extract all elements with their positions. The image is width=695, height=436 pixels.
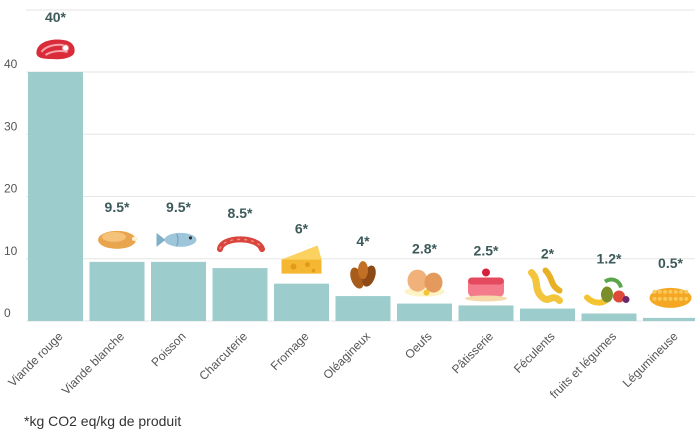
food-icons — [36, 39, 692, 308]
category-label: Poisson — [149, 329, 189, 369]
chicken-icon — [98, 230, 138, 249]
lentils-icon — [649, 287, 692, 308]
y-axis: 0 10 20 30 40 — [4, 57, 18, 320]
bar — [274, 283, 329, 321]
pasta-icon — [528, 267, 563, 305]
category-label: Viande rouge — [5, 329, 65, 389]
value-label: 9.5* — [105, 199, 130, 215]
category-label: Charcuterie — [196, 329, 250, 383]
category-label: Oeufs — [402, 329, 435, 362]
bar — [581, 313, 637, 321]
bar — [643, 317, 695, 321]
value-label: 0.5* — [658, 255, 683, 271]
value-label: 1.2* — [597, 251, 622, 267]
fruits-vegetables-icon — [584, 277, 630, 306]
value-label: 4* — [356, 233, 370, 249]
bars — [28, 72, 695, 321]
value-label: 8.5* — [228, 205, 253, 221]
category-label: Pâtisserie — [449, 329, 496, 376]
category-label: Légumineuse — [620, 329, 681, 390]
value-label: 40* — [45, 9, 67, 25]
y-tick-label: 40 — [4, 57, 18, 71]
value-labels: 40* 9.5* 9.5* 8.5* 6* 4* 2.8* 2.5* 2* 1.2* 0.5* — [45, 9, 684, 271]
category-label: fruits et légumes — [547, 329, 619, 401]
category-label: Féculents — [511, 329, 558, 376]
nuts-icon — [350, 261, 376, 289]
bar — [212, 268, 268, 321]
value-label: 9.5* — [166, 199, 191, 215]
value-label: 2.8* — [412, 241, 437, 257]
y-tick-label: 10 — [4, 244, 18, 258]
bar — [89, 261, 145, 321]
y-tick-label: 30 — [4, 119, 18, 133]
eggs-icon — [404, 269, 445, 297]
value-label: 2* — [541, 246, 555, 262]
bar — [458, 305, 514, 321]
fish-icon — [156, 232, 197, 247]
bar — [520, 308, 575, 321]
cheese-icon — [281, 245, 322, 274]
cake-icon — [465, 268, 507, 302]
bar — [397, 303, 452, 321]
category-label: Fromage — [268, 329, 312, 373]
value-label: 6* — [295, 221, 309, 237]
bar — [335, 296, 391, 321]
steak-icon — [36, 39, 75, 60]
category-label: Oléagineux — [320, 329, 373, 382]
bar — [28, 72, 83, 321]
footnote: *kg CO2 eq/kg de produit — [24, 413, 182, 429]
sausage-icon — [217, 236, 265, 253]
bar — [151, 261, 206, 321]
value-label: 2.5* — [474, 242, 499, 258]
y-tick-label: 0 — [4, 306, 11, 320]
category-label: Viande blanche — [59, 329, 127, 397]
y-tick-label: 20 — [4, 182, 18, 196]
